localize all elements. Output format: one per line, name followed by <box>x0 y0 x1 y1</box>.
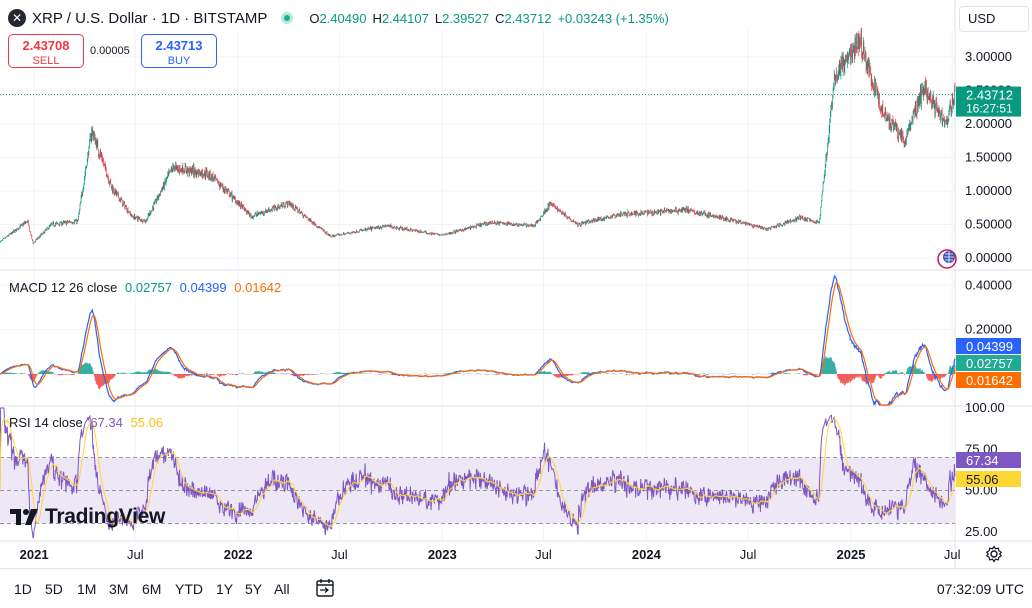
spread-value: 0.00005 <box>90 45 130 57</box>
time-tick-label: 2024 <box>632 547 662 562</box>
rsi-ma-value-badge <box>956 471 1021 487</box>
xrp-logo-icon: ✕ <box>8 9 26 27</box>
time-tick-label: 2021 <box>20 547 49 562</box>
time-tick-label: Jul <box>127 547 144 562</box>
chart-canvas[interactable]: 3.000002.500002.000001.500001.000000.500… <box>0 0 1032 568</box>
macd-legend-title: MACD 12 26 close <box>9 280 118 295</box>
timeframe-1m[interactable]: 1M <box>77 581 97 597</box>
price-series <box>0 27 956 244</box>
timeframe-6m[interactable]: 6M <box>142 581 162 597</box>
macd-signal-value: 0.01642 <box>234 280 282 295</box>
time-tick-label: Jul <box>740 547 757 562</box>
tradingview-logo[interactable]: TradingView <box>10 505 165 529</box>
date-range-icon[interactable] <box>314 578 336 598</box>
time-tick-label: 2025 <box>837 547 866 562</box>
macd-legend[interactable]: MACD 12 26 close 0.02757 0.04399 0.01642 <box>9 280 285 295</box>
symbol-header: ✕ XRP / U.S. Dollar · 1D · BITSTAMP O2.4… <box>8 8 669 28</box>
settings-gear-icon[interactable] <box>985 545 1003 563</box>
price-tick-label: 0.00000 <box>965 250 1012 265</box>
rsi-value: 67.34 <box>90 415 123 430</box>
utc-clock[interactable]: 07:32:09 UTC <box>936 581 1024 597</box>
macd-tick-label: 0.40000 <box>965 277 1012 292</box>
ohlc-open: O2.40490 <box>309 10 367 26</box>
currency-selector[interactable]: USD <box>959 6 1029 32</box>
price-tick-label: 0.50000 <box>965 216 1012 231</box>
macd-line-value: 0.04399 <box>179 280 227 295</box>
price-tick-label: 1.50000 <box>965 149 1012 164</box>
buy-price: 2.43713 <box>155 38 203 53</box>
rsi-tick-label: 25.00 <box>965 524 998 539</box>
tradingview-mark-icon <box>10 506 40 528</box>
macd-signal-line <box>0 281 956 406</box>
buy-button[interactable]: 2.43713 BUY <box>141 34 217 68</box>
timeframe-ytd[interactable]: YTD <box>175 581 203 597</box>
price-tick-label: 1.00000 <box>965 183 1012 198</box>
timeframe-1d[interactable]: 1D <box>14 581 32 597</box>
macd-value-badge-label: 0.02757 <box>966 356 1013 371</box>
timeframe-5d[interactable]: 5D <box>45 581 63 597</box>
macd-value-badge-label: 0.01642 <box>966 373 1013 388</box>
ohlc-close: C2.43712 <box>495 10 552 26</box>
macd-histogram-value: 0.02757 <box>125 280 173 295</box>
ohlc-high: H2.44107 <box>372 10 429 26</box>
macd-value-badge-label: 0.04399 <box>966 339 1013 354</box>
time-tick-label: 2023 <box>428 547 457 562</box>
macd-histogram <box>0 356 956 390</box>
rsi-value-badge-label: 67.34 <box>966 453 999 468</box>
rsi-ma-value-badge-label: 55.06 <box>966 472 999 487</box>
rsi-tick-label: 100.00 <box>965 400 1005 415</box>
rsi-legend[interactable]: RSI 14 close 67.34 55.06 <box>9 415 167 430</box>
sell-price: 2.43708 <box>22 38 70 53</box>
sell-button[interactable]: 2.43708 SELL <box>8 34 84 68</box>
rsi-value-badge <box>956 452 1021 468</box>
symbol-title[interactable]: XRP / U.S. Dollar · 1D · BITSTAMP <box>32 9 268 27</box>
macd-value-badge <box>956 355 1021 371</box>
tradingview-wordmark: TradingView <box>45 505 166 528</box>
time-tick-label: Jul <box>944 547 961 562</box>
timeframe-3m[interactable]: 3M <box>109 581 129 597</box>
rsi-ma-line <box>0 417 956 527</box>
time-tick-label: 2022 <box>224 547 253 562</box>
price-tick-label: 3.00000 <box>965 49 1012 64</box>
last-price-label: 2.43712 <box>966 88 1013 103</box>
bottom-toolbar: 1D 5D 1M 3M 6M YTD 1Y 5Y All 07:32:09 UT… <box>0 568 1032 608</box>
ohlc-low: L2.39527 <box>434 10 490 26</box>
macd-value-badge <box>956 372 1021 388</box>
buy-label: BUY <box>167 55 191 67</box>
rsi-legend-title: RSI 14 close <box>9 415 83 430</box>
timeframe-all[interactable]: All <box>274 581 290 597</box>
market-open-icon <box>281 12 294 24</box>
timeframe-1y[interactable]: 1Y <box>216 581 234 597</box>
time-tick-label: Jul <box>535 547 552 562</box>
timeframe-5y[interactable]: 5Y <box>245 581 263 597</box>
time-tick-label: Jul <box>331 547 348 562</box>
sell-label: SELL <box>32 55 60 67</box>
rsi-line <box>0 407 956 539</box>
globe-icon[interactable] <box>936 248 958 270</box>
price-tick-label: 2.00000 <box>965 116 1012 131</box>
countdown-label: 16:27:51 <box>966 102 1013 116</box>
price-change: +0.03243 (+1.35%) <box>557 10 669 26</box>
rsi-ma-value: 55.06 <box>130 415 164 430</box>
macd-value-badge <box>956 338 1021 354</box>
macd-tick-label: 0.20000 <box>965 322 1012 337</box>
last-price-badge <box>956 86 1021 117</box>
